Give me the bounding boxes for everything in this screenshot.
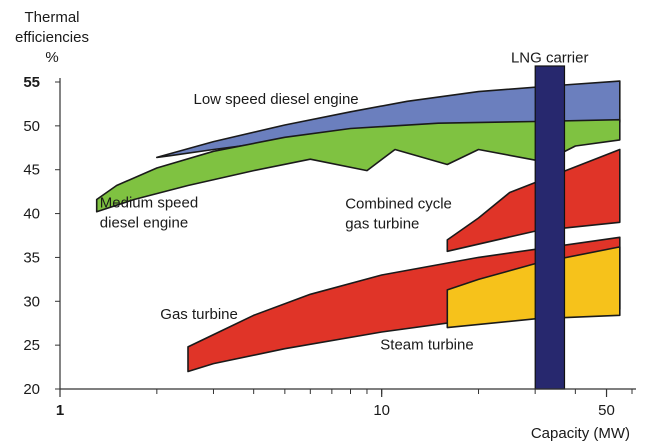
y-axis-title: Thermal efficiencies% [15, 9, 89, 66]
band-medium-speed-diesel-engine [95, 118, 621, 213]
y-tick-label: 30 [23, 293, 40, 310]
y-tick-label: 35 [23, 249, 40, 266]
label-gas-turbine: Gas turbine [160, 306, 238, 323]
x-tick-label: 1 [56, 402, 64, 419]
axes-layer [59, 78, 636, 390]
y-tick-label: 50 [23, 118, 40, 135]
label-low-speed-diesel-engine: Low speed diesel engine [194, 91, 359, 108]
label-combined-cycle-gas-turbine: Combined cycle gas turbine [345, 195, 452, 232]
y-tick-label: 20 [23, 381, 40, 398]
x-tick-label: 10 [373, 402, 390, 419]
y-tick-label: 55 [23, 74, 40, 91]
band-combined-cycle-gas-turbine [446, 148, 621, 253]
labels-layer: Low speed diesel engine Medium speed diese… [100, 50, 589, 354]
ticks-layer: 20 25 30 35 40 45 50 55 1 10 50 [23, 74, 633, 419]
x-axis-title: Capacity (MW) [531, 425, 630, 442]
label-lng-carrier: LNG carrier [511, 50, 589, 67]
lng-bar-layer [534, 65, 566, 390]
x-tick-label: 50 [598, 402, 615, 419]
y-tick-label: 25 [23, 337, 40, 354]
y-tick-label: 45 [23, 162, 40, 179]
bands-layer [95, 80, 621, 373]
label-medium-speed-diesel-engine: Medium speed diesel engine [100, 194, 198, 231]
lng-carrier-bar [534, 65, 566, 390]
label-steam-turbine: Steam turbine [380, 337, 473, 354]
y-tick-label: 40 [23, 206, 40, 223]
